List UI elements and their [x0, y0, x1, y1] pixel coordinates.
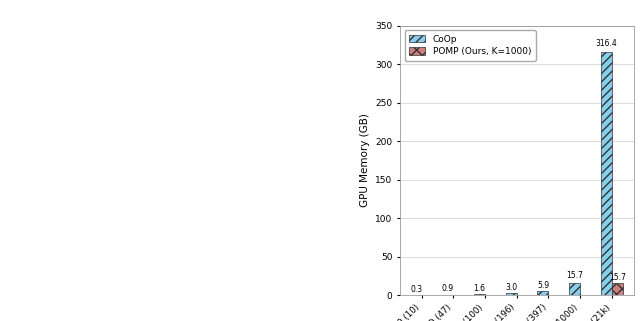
Text: 316.4: 316.4	[595, 39, 617, 48]
Bar	[538, 291, 548, 295]
Bar	[612, 283, 623, 295]
Text: 1.6: 1.6	[474, 284, 486, 293]
Text: 3.0: 3.0	[505, 283, 517, 292]
Text: 5.9: 5.9	[537, 281, 549, 290]
Bar	[506, 293, 517, 295]
Bar	[569, 283, 580, 295]
Legend: CoOp, POMP (Ours, K=1000): CoOp, POMP (Ours, K=1000)	[404, 30, 536, 61]
Text: 15.7: 15.7	[566, 271, 583, 280]
Text: 15.7: 15.7	[609, 273, 626, 282]
Text: 0.9: 0.9	[442, 284, 454, 293]
Bar	[601, 52, 612, 295]
Y-axis label: GPU Memory (GB): GPU Memory (GB)	[360, 114, 369, 207]
Text: 0.3: 0.3	[410, 285, 422, 294]
Bar	[474, 294, 485, 295]
